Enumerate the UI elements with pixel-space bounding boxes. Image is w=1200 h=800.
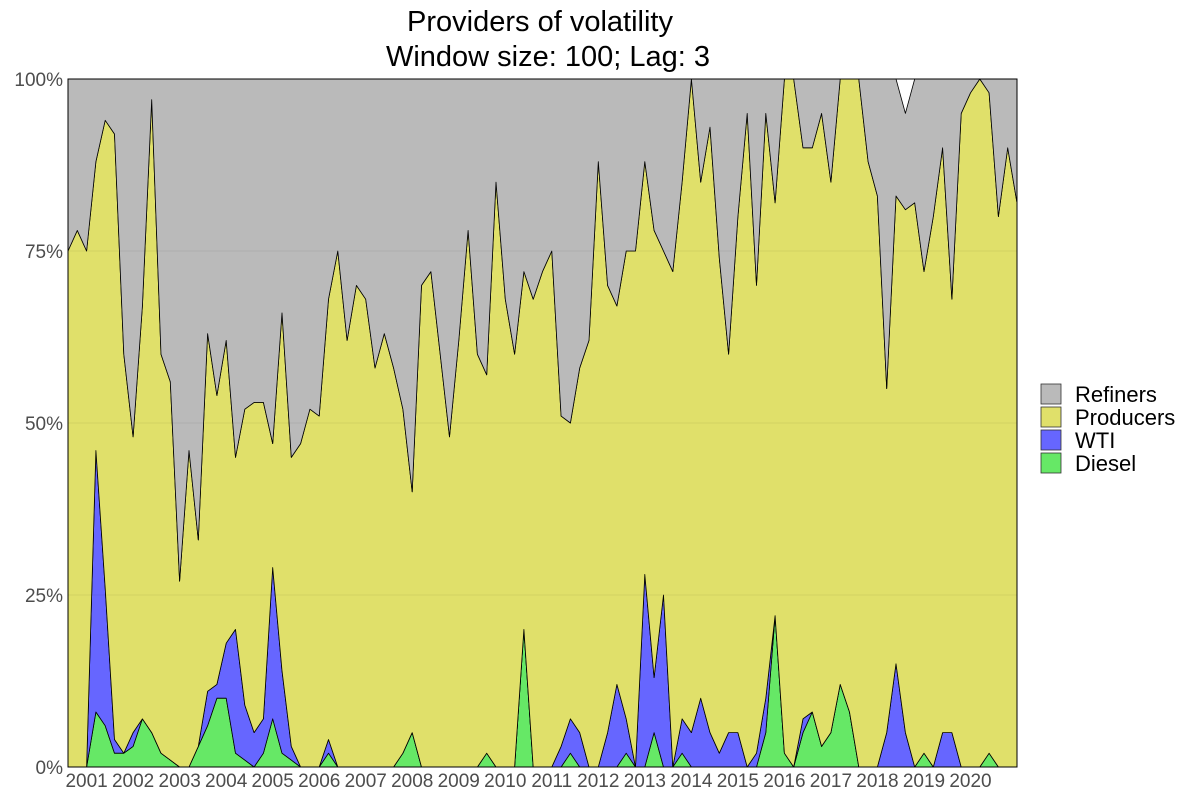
legend-swatch-diesel (1040, 452, 1062, 474)
chart-subtitle: Window size: 100; Lag: 3 (386, 41, 710, 73)
x-tick-label: 2019 (903, 771, 945, 792)
legend-swatch-refiners (1040, 383, 1062, 405)
legend-label-diesel: Diesel (1075, 451, 1136, 476)
y-tick-label: 25% (25, 586, 63, 607)
x-tick-label: 2018 (856, 771, 898, 792)
plot-area (67, 78, 1018, 768)
x-tick-label: 2010 (484, 771, 526, 792)
legend-swatch-producers (1040, 406, 1062, 428)
x-tick-label: 2012 (577, 771, 619, 792)
x-tick-label: 2002 (112, 771, 154, 792)
x-tick-label: 2007 (345, 771, 387, 792)
x-tick-label: 2020 (949, 771, 991, 792)
y-tick-label: 0% (36, 758, 64, 779)
x-tick-label: 2016 (763, 771, 805, 792)
x-axis: 2001 2002 2003 2004 2005 2006 2007 2008 2009 2010… (65, 771, 991, 792)
x-tick-label: 2001 (65, 771, 107, 792)
x-tick-label: 2006 (298, 771, 340, 792)
legend-swatch-wti (1040, 429, 1062, 451)
x-tick-label: 2004 (205, 771, 248, 792)
y-tick-label: 50% (25, 414, 63, 435)
x-tick-label: 2013 (624, 771, 666, 792)
x-tick-label: 2011 (531, 771, 572, 792)
x-tick-label: 2009 (438, 771, 480, 792)
y-tick-label: 75% (25, 242, 63, 263)
chart-title: Providers of volatility (407, 6, 673, 38)
legend-label-refiners: Refiners (1075, 382, 1157, 407)
x-tick-label: 2014 (670, 771, 713, 792)
x-tick-label: 2003 (159, 771, 201, 792)
panel-border (67, 78, 1018, 768)
legend-label-wti: WTI (1075, 428, 1115, 453)
x-tick-label: 2015 (717, 771, 759, 792)
x-tick-label: 2008 (391, 771, 433, 792)
y-tick-label: 100% (14, 70, 63, 91)
legend-label-producers: Producers (1075, 405, 1175, 430)
x-tick-label: 2005 (252, 771, 294, 792)
y-axis: 0% 25% 50% 75% 100% (14, 70, 63, 779)
x-tick-label: 2017 (810, 771, 852, 792)
